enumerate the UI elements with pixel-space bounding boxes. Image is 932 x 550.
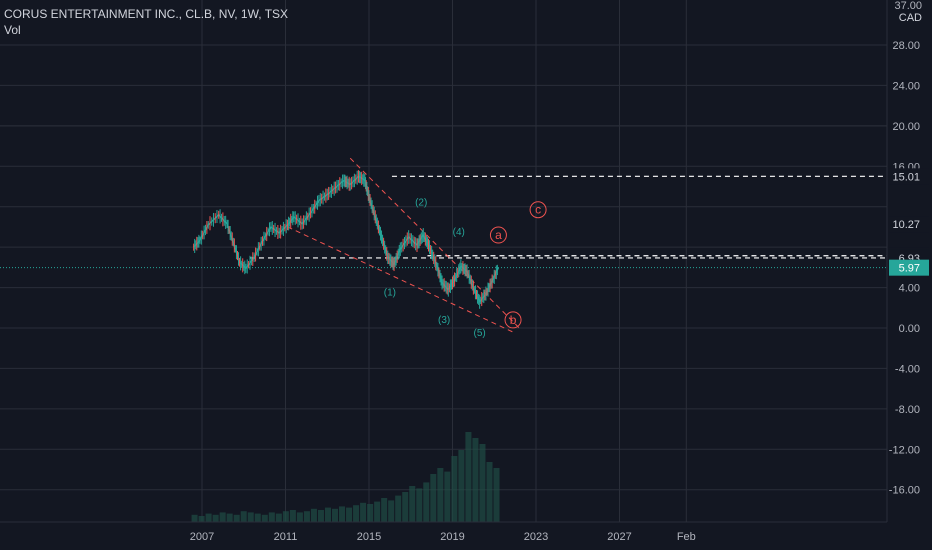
volume-bar <box>444 471 451 522</box>
volume-bar <box>275 513 282 522</box>
volume-bar <box>402 492 409 522</box>
x-tick-label: 2019 <box>440 531 464 543</box>
time-axis[interactable]: 2007 2011 2015 2019 2023 2027 Feb <box>190 531 696 543</box>
volume-bar <box>346 507 353 522</box>
y-tick-label: 24.00 <box>892 80 920 92</box>
volume-bar <box>212 514 219 522</box>
volume-bar <box>493 468 500 522</box>
wave-labels[interactable]: (1) (2) (3) (4) (5) a b c <box>384 198 547 339</box>
chart-legend: CORUS ENTERTAINMENT INC., CL.B, NV, 1W, … <box>4 6 288 38</box>
volume-bar <box>303 511 310 522</box>
volume-bar <box>465 432 472 522</box>
volume-bar <box>353 505 360 522</box>
circle-label-ring[interactable] <box>504 311 522 329</box>
volume-bar <box>479 444 486 522</box>
volume-bar <box>430 474 437 522</box>
volume-bar <box>381 498 388 522</box>
volume-bar <box>205 513 212 522</box>
wave-label[interactable]: (4) <box>453 227 465 238</box>
trend-lines[interactable] <box>287 157 520 334</box>
volume-bar <box>191 514 198 522</box>
price-axis[interactable]: 28.0024.0020.0016.004.000.00-4.00-8.00-1… <box>889 40 929 497</box>
volume-bar <box>317 510 324 522</box>
volume-bar <box>451 456 458 522</box>
volume-bar <box>374 501 381 522</box>
volume-bar <box>409 486 416 522</box>
volume-bar <box>472 438 479 522</box>
wave-label[interactable]: (3) <box>438 315 450 326</box>
x-tick-label: 2011 <box>274 531 298 543</box>
circle-label-ring[interactable] <box>529 201 547 219</box>
circle-label-b[interactable]: b <box>510 313 517 327</box>
x-tick-label: 2015 <box>357 531 381 543</box>
volume-label[interactable]: Vol <box>4 23 21 37</box>
price-badge-bg[interactable] <box>889 168 929 185</box>
volume-bar <box>416 488 423 522</box>
volume-bar <box>423 482 430 522</box>
volume-bar <box>486 462 493 522</box>
volume-bar <box>339 506 346 522</box>
volume-bar <box>331 508 339 522</box>
volume-bar <box>240 511 247 522</box>
x-tick-label: 2023 <box>524 531 548 543</box>
volume-bar <box>261 514 268 522</box>
volume-bar <box>233 514 240 522</box>
y-tick-label: 4.00 <box>899 283 920 295</box>
price-badge-bg[interactable] <box>889 216 929 233</box>
volume-bar <box>282 511 289 522</box>
volume-bar <box>360 502 367 522</box>
volume-bar <box>198 516 205 522</box>
volume-bar <box>254 513 261 522</box>
volume-bar <box>395 495 402 522</box>
symbol-title[interactable]: CORUS ENTERTAINMENT INC., CL.B, NV, 1W, … <box>4 7 289 21</box>
volume-bar <box>296 512 303 522</box>
price-badge-10.27[interactable]: 10.27 <box>892 219 920 231</box>
y-tick-label: -8.00 <box>895 404 920 416</box>
wave-label[interactable]: (5) <box>474 328 486 339</box>
volume-bar <box>388 500 395 522</box>
y-tick-label: 0.00 <box>899 323 920 335</box>
volume-bar <box>437 468 444 522</box>
x-tick-label: 2027 <box>607 531 631 543</box>
price-badge-5.97[interactable]: 5.97 <box>899 263 920 275</box>
trend-line-upper-channel[interactable] <box>349 157 520 329</box>
y-tick-label: 20.00 <box>892 121 920 133</box>
circle-label-c[interactable]: c <box>535 203 541 217</box>
volume-bar <box>310 508 317 522</box>
y-tick-label: 28.00 <box>892 40 920 52</box>
wave-label[interactable]: (1) <box>384 288 396 299</box>
volume-bars <box>191 432 500 522</box>
price-badge-15.01[interactable]: 15.01 <box>892 171 920 183</box>
volume-bar <box>458 450 465 522</box>
currency-code: CAD <box>898 12 922 24</box>
wave-label[interactable]: (2) <box>415 198 427 209</box>
y-tick-label: -16.00 <box>889 485 920 497</box>
trend-line-lower-channel[interactable] <box>287 226 516 334</box>
circle-label-ring[interactable] <box>489 226 507 244</box>
x-tick-label: Feb <box>677 531 696 543</box>
price-series <box>193 170 500 309</box>
volume-bar <box>247 512 254 522</box>
circle-label-a[interactable]: a <box>495 228 502 242</box>
currency-label: 37.00 CAD <box>894 0 922 24</box>
horizontal-levels[interactable] <box>0 175 887 269</box>
x-tick-label: 2007 <box>190 531 214 543</box>
volume-bar <box>226 513 233 522</box>
volume-bar <box>367 504 374 522</box>
volume-bar <box>289 510 296 522</box>
grid <box>0 0 887 522</box>
top-partial-label: 37.00 <box>894 0 922 12</box>
volume-bar <box>324 507 331 522</box>
y-tick-label: -4.00 <box>895 363 920 375</box>
volume-bar <box>268 512 275 522</box>
price-badge-bg[interactable] <box>889 259 929 276</box>
volume-bar <box>219 512 226 522</box>
y-tick-label: -12.00 <box>889 444 920 456</box>
